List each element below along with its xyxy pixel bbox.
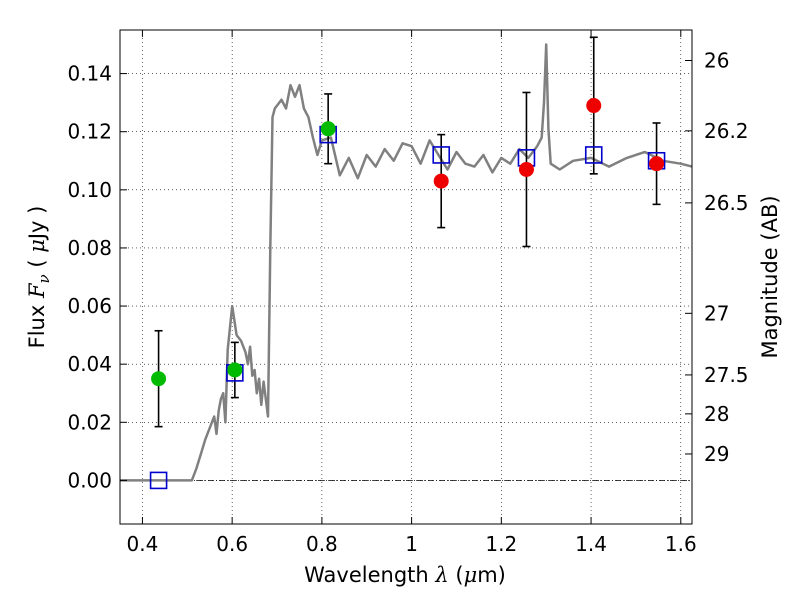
x-tick-label: 1.2 [485,532,517,556]
red-data-point [518,161,534,177]
x-tick-label: 1.6 [665,532,697,556]
x-axis-label: Wavelength λ (μm) [304,563,506,587]
magnitude-tick-label: 29 [704,442,729,466]
model-point-square [432,146,451,164]
y-axis-label: Flux Fν ( μJy ) [25,206,53,349]
magnitude-tick-label: 27.5 [704,363,749,387]
x-tick-label: 0.6 [216,532,248,556]
green-data-point [151,371,167,387]
red-data-point [433,173,449,189]
y-tick-label: 0.12 [67,120,112,144]
y-tick-label: 0.00 [67,468,112,492]
magnitude-tick-label: 26.5 [704,191,749,215]
x-tick-label: 1.4 [575,532,607,556]
y-tick-label: 0.08 [67,236,112,260]
green-data-point [227,362,243,378]
plot-frame [119,29,693,525]
y-tick-label: 0.02 [67,410,112,434]
y-tick-label: 0.10 [67,178,112,202]
magnitude-tick-label: 26 [704,49,729,73]
y-tick-label: 0.04 [67,352,112,376]
magnitude-tick-label: 28 [704,402,729,426]
model-spectrum-line [120,43,693,482]
red-data-point [649,156,665,172]
y-tick-label: 0.14 [67,62,112,86]
model-point-square [584,146,603,164]
grid-lines [120,30,692,524]
magnitude-tick-label: 26.2 [704,119,749,143]
y-tick-label: 0.06 [67,294,112,318]
magnitude-tick-label: 27 [704,301,729,325]
axis-ticks: 0.4 0.6 0.8 1 1.2 1.4 1.6 0.00 0.02 0.04 0.06 0.08 0… [67,30,749,556]
x-tick-label: 0.4 [127,532,159,556]
model-point-square [149,471,168,490]
data-markers [149,98,666,490]
green-data-point [320,121,336,137]
x-tick-label: 1 [405,532,418,556]
x-tick-label: 0.8 [306,532,338,556]
red-data-point [586,98,602,114]
magnitude-axis-label: Magnitude (AB) [758,195,782,358]
